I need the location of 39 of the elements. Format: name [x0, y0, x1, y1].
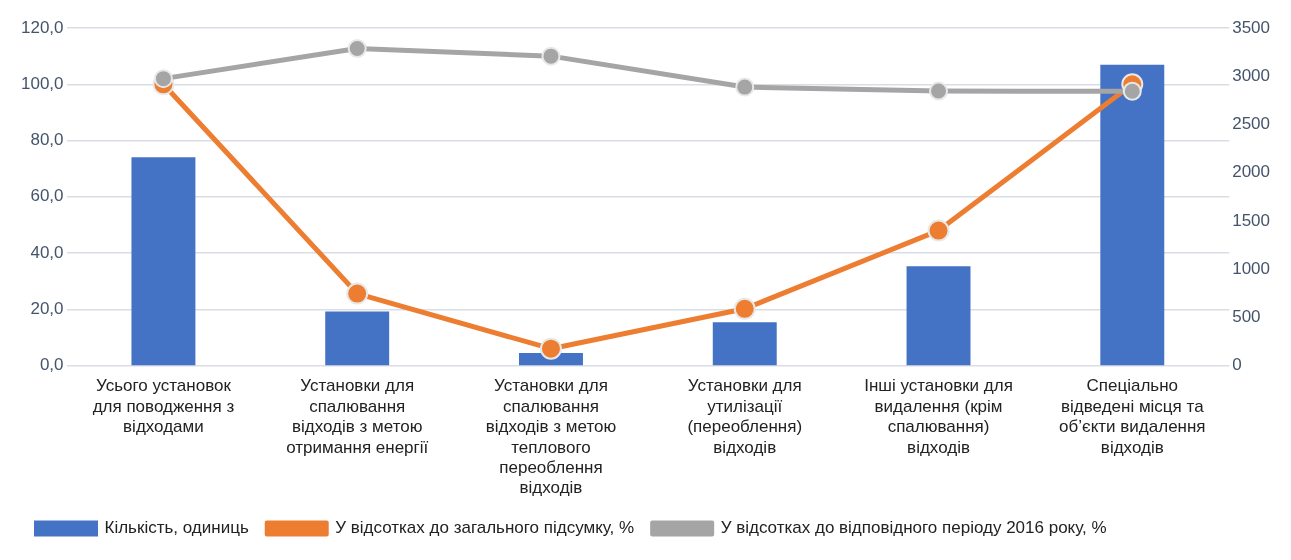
point	[541, 46, 561, 66]
y-tick-label: 100,0	[20, 73, 64, 93]
y2-tick-label: 2000	[1232, 162, 1271, 182]
y-tick-label: 20,0	[30, 299, 64, 319]
y2-tick-label: 500	[1232, 307, 1261, 327]
y2-tick-label: 2500	[1232, 114, 1271, 134]
point	[929, 81, 949, 101]
point	[735, 77, 755, 97]
bar	[1100, 64, 1165, 366]
bar	[906, 266, 971, 366]
point	[347, 39, 367, 59]
y-tick-label: 80,0	[30, 130, 64, 150]
point	[539, 337, 562, 360]
y2-tick-label: 3000	[1232, 65, 1271, 85]
y2-tick-label: 1500	[1232, 210, 1271, 230]
bar	[131, 157, 196, 366]
y2-tick-label: 1000	[1232, 258, 1271, 278]
legend-label: Кількість, одиниць	[104, 518, 249, 538]
x-tick-label: Інші установки для видалення (крім спалювання) відходів	[864, 376, 1013, 457]
y-tick-label: 60,0	[30, 186, 64, 206]
y2-tick-label: 0	[1232, 355, 1242, 375]
bar	[712, 322, 777, 366]
point	[733, 297, 756, 320]
y-tick-label: 120,0	[20, 17, 64, 37]
y-tick-label: 0,0	[39, 355, 64, 375]
x-tick-label: Спеціально відведені місця та об’єкти видалення відходів	[1059, 376, 1206, 457]
y2-tick-label: 3500	[1232, 17, 1271, 37]
point	[346, 282, 369, 305]
x-tick-label: Установки для спалювання відходів з метою отримання енергії	[286, 376, 429, 457]
point	[927, 219, 950, 242]
legend-label: У відсотках до загального підсумку, %	[335, 518, 635, 538]
x-tick-label: Усього установок для поводження з відходами	[92, 376, 235, 437]
x-tick-label: Установки для спалювання відходів з метою теплового переоблення відходів	[485, 376, 617, 498]
legend-label: У відсотках до відповідного періоду 2016 року, %	[720, 518, 1107, 538]
point	[1122, 81, 1142, 101]
bar	[325, 311, 390, 366]
x-tick-label: Установки для утилізації (переоблення) відходів	[687, 376, 803, 457]
y-tick-label: 40,0	[30, 242, 64, 262]
point	[153, 69, 173, 89]
